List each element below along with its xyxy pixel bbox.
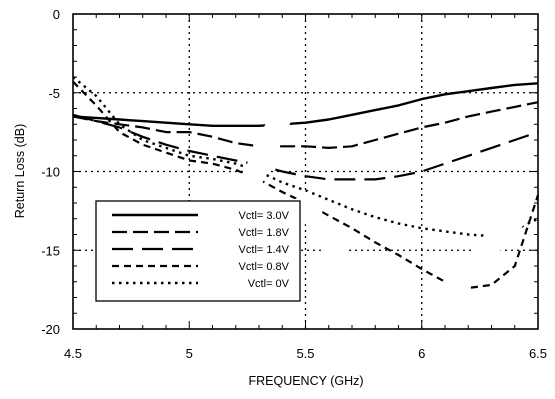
x-tick-label: 4.5 [64, 346, 82, 361]
legend: Vctl= 3.0V Vctl= 1.8V Vctl= 1.4V Vctl= 0.8V… [95, 200, 301, 302]
series-line-0 [72, 82, 539, 127]
legend-label-2: Vctl= 1.4V [239, 244, 290, 256]
series-line-1 [72, 101, 539, 149]
series-line-2 [72, 113, 539, 181]
watermark-stroke [291, 190, 394, 340]
x-tick-label: 5.5 [296, 346, 314, 361]
x-tick-label: 6 [418, 346, 425, 361]
tick-marks [72, 13, 539, 330]
legend-label-0: Vctl= 3.0V [239, 210, 290, 222]
legend-label-3: Vctl= 0.8V [239, 261, 290, 273]
y-axis-label: Return Loss (dB) [13, 124, 27, 218]
y-tick-label: -20 [41, 322, 60, 337]
y-tick-label: -15 [41, 243, 60, 258]
y-tick-label: -5 [48, 86, 60, 101]
y-tick-label: -10 [41, 165, 60, 180]
x-tick-label: 6.5 [529, 346, 547, 361]
watermark-stroke [432, 205, 530, 309]
x-tick-label: 5 [186, 346, 193, 361]
series-line-4 [72, 76, 539, 238]
y-tick-label: 0 [53, 7, 60, 22]
legend-label-4: Vctl= 0V [248, 278, 290, 290]
legend-label-1: Vctl= 1.8V [239, 227, 290, 239]
x-axis-label: FREQUENCY (GHz) [248, 374, 363, 388]
tick-labels: 4.5 5 5.5 6 6.5 0 -5 -10 -15 -20 [41, 7, 547, 361]
legend-box [95, 200, 301, 302]
gridlines [73, 14, 538, 329]
